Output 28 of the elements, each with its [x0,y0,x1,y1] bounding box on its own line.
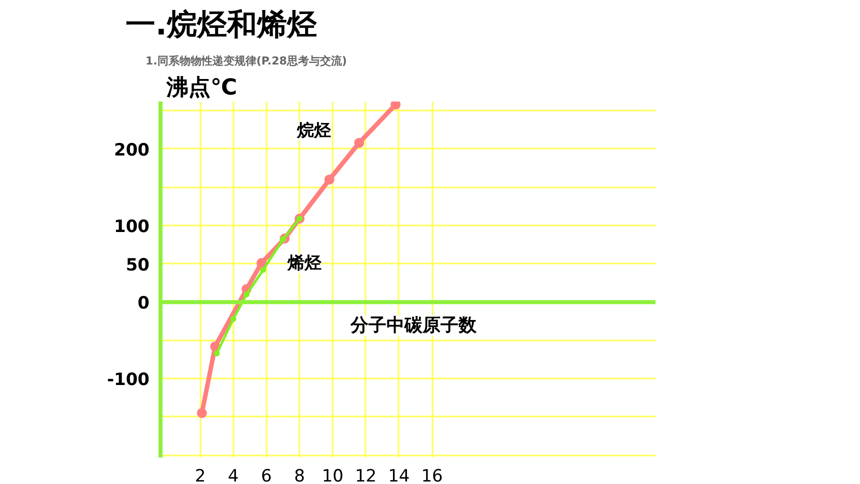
y-tick-label: -100 [106,370,150,390]
point [244,291,250,298]
y-axis-title: 沸点℃ [166,76,238,100]
x-tick-label: 4 [228,466,239,484]
x-tick-label: 2 [194,466,206,484]
point [324,174,334,185]
point [256,258,266,268]
x-tick-label: 12 [354,466,377,484]
point [214,350,220,356]
point [260,266,266,273]
y-tick-label: 200 [114,140,150,160]
y-tick-label: 50 [126,255,150,276]
y-tick-label: 0 [138,294,150,314]
point [196,408,207,418]
x-tick-label: 6 [261,466,272,484]
x-tick-label: 16 [421,466,443,484]
point [230,316,236,322]
x-axis-title: 分子中碳原子数 [350,315,478,336]
chart-title: 一.烷烃和烯烃 [126,8,317,42]
series-label: 烯烃 [286,254,322,274]
x-tick-label: 10 [322,466,344,484]
y-tick-label: 100 [114,217,150,238]
point [354,138,364,148]
x-tick-label: 14 [388,466,410,484]
x-tick-label: 8 [294,466,305,484]
point [390,102,401,110]
series-label: 烷烃 [296,120,332,141]
chart-subtitle: 1.同系物物性递变规律(P.28思考与交流) [146,54,347,68]
